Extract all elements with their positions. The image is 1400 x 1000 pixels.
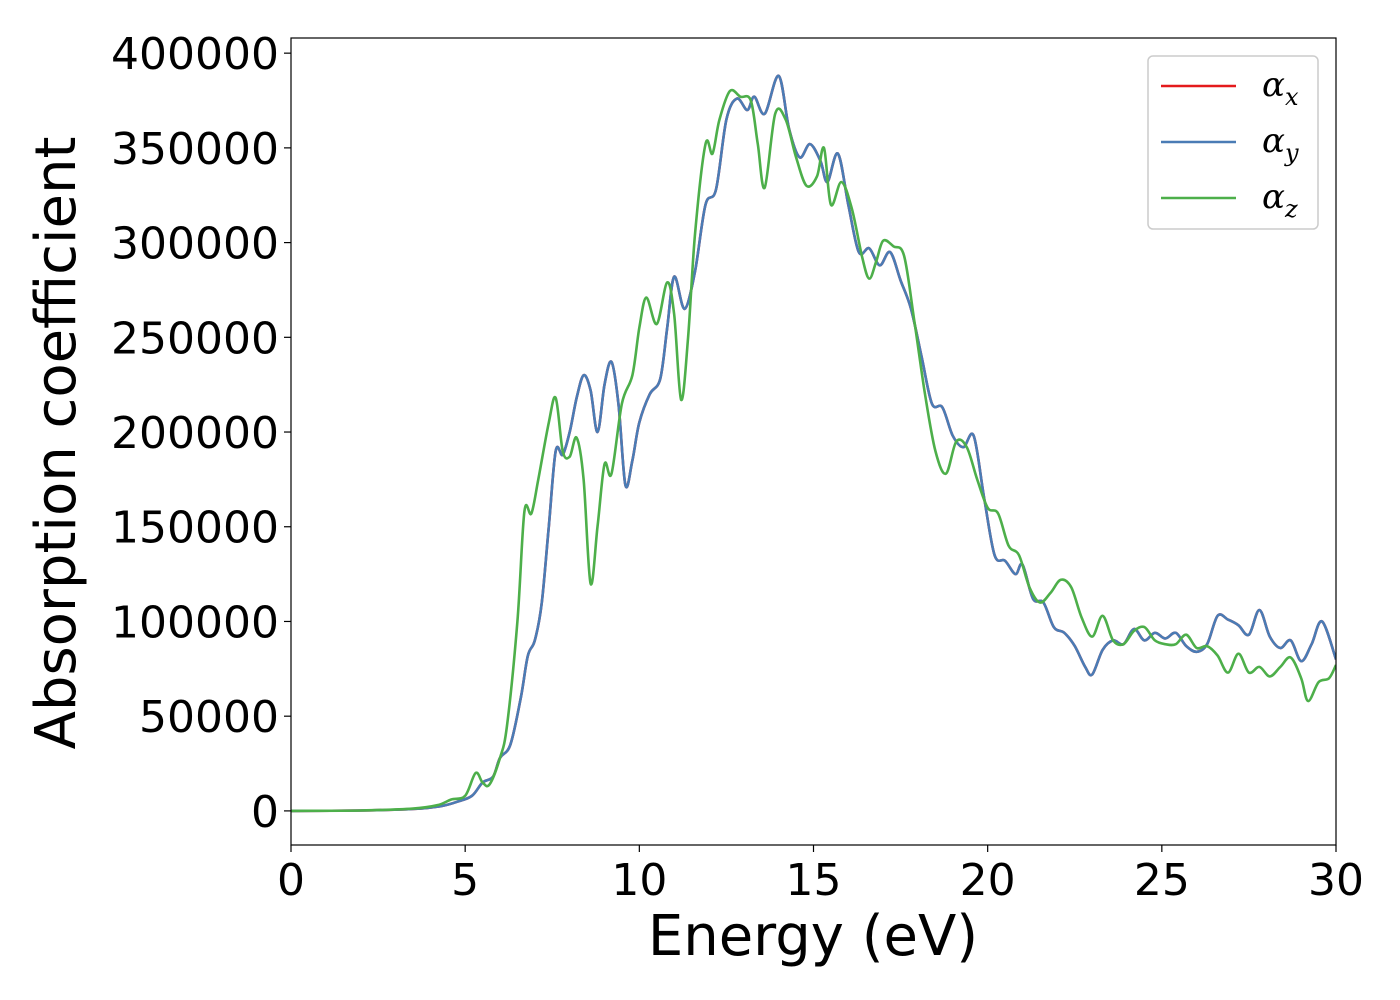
x-tick-label: 10 (611, 855, 667, 906)
legend-subscript: y (1284, 139, 1299, 167)
y-tick-label: 300000 (111, 219, 279, 270)
plot-lines (291, 74, 1336, 813)
series-line-y (291, 74, 1336, 813)
legend-symbol: α (1262, 121, 1285, 161)
x-tick-label: 25 (1134, 855, 1190, 906)
legend-subscript: x (1285, 83, 1299, 111)
y-tick-label: 0 (251, 787, 279, 838)
x-tick-label: 30 (1308, 855, 1364, 906)
y-tick-label: 250000 (111, 313, 279, 364)
y-tick-label: 200000 (111, 408, 279, 459)
x-tick-label: 0 (277, 855, 305, 906)
y-axis-ticks: 0 50000 100000 150000 200000 250000 300000 3500… (111, 29, 291, 838)
x-tick-label: 5 (451, 855, 479, 906)
legend-symbol: α (1262, 177, 1285, 217)
y-axis-label: Absorption coefficient (24, 137, 89, 750)
legend-symbol: α (1262, 65, 1285, 105)
legend-label-y: αy (1262, 121, 1299, 167)
x-tick-label: 20 (960, 855, 1016, 906)
legend-label-x: αx (1262, 65, 1299, 111)
x-axis-ticks: 0 5 10 15 20 25 30 (277, 845, 1364, 906)
y-tick-label: 50000 (139, 692, 279, 743)
y-tick-label: 150000 (111, 503, 279, 554)
y-tick-label: 350000 (111, 124, 279, 175)
y-tick-label: 100000 (111, 597, 279, 648)
x-axis-label: Energy (eV) (648, 904, 978, 969)
x-tick-label: 15 (786, 855, 842, 906)
legend-label-z: αz (1262, 177, 1298, 223)
y-tick-label: 400000 (111, 29, 279, 80)
series-line-z (291, 88, 1336, 813)
legend-subscript: z (1284, 195, 1298, 223)
